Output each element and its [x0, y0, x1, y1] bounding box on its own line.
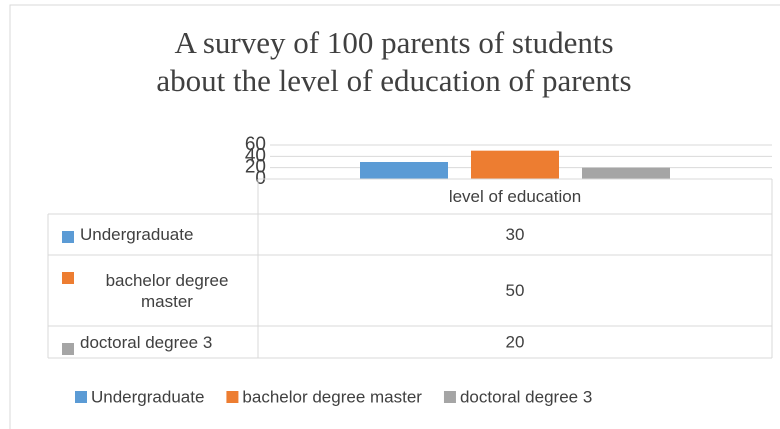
y-tick-label: 40	[245, 145, 266, 166]
legend-key	[75, 391, 87, 403]
table-series-cell: bachelor degree master	[105, 270, 229, 311]
chart-title: about the level of education of parents	[156, 63, 631, 98]
table-category: level of education	[449, 187, 581, 206]
table-series-cell: Undergraduate	[80, 225, 194, 244]
bar	[471, 150, 559, 179]
y-tick-label: 20	[245, 157, 266, 178]
table-value: 50	[506, 281, 525, 300]
table-value: 20	[506, 332, 525, 351]
legend-label: doctoral degree 3	[460, 387, 592, 406]
table-value: 30	[506, 225, 525, 244]
chart-title: A survey of 100 parents of students	[174, 25, 613, 60]
table-legend-key	[62, 343, 74, 355]
legend-key	[443, 391, 456, 403]
legend-label: Undergraduate	[91, 387, 204, 406]
table-series-name: Undergraduate	[80, 225, 194, 244]
bar	[360, 162, 448, 179]
table-series-cell: doctoral degree 3	[80, 332, 213, 352]
table-legend-key	[62, 231, 74, 243]
y-tick-label: 60	[245, 134, 266, 155]
bar	[582, 167, 670, 179]
table-legend-key	[62, 272, 74, 284]
table-series-name: doctoral degree 3	[80, 332, 213, 352]
legend-label: bachelor degree master	[242, 387, 422, 406]
table-series-name: bachelor degree master	[105, 270, 229, 311]
legend-key	[226, 391, 239, 403]
